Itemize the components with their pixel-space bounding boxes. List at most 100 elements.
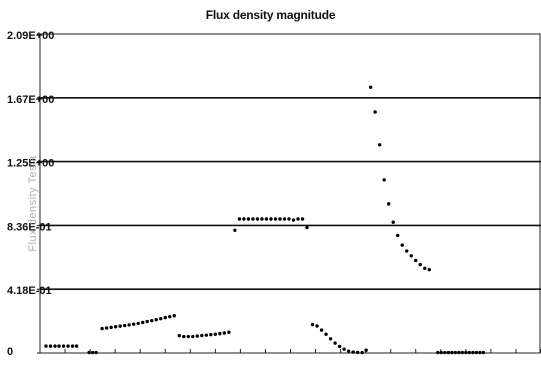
data-point (471, 350, 475, 355)
data-point (218, 331, 222, 336)
data-point (453, 350, 458, 355)
data-point (204, 333, 209, 337)
y-tick-label: 2.09E+00 (7, 30, 54, 42)
data-point (443, 350, 447, 355)
data-point (200, 333, 204, 338)
data-point (300, 217, 305, 221)
y-tick-label: 1.67E+00 (7, 94, 54, 106)
data-point (57, 344, 61, 348)
data-point (163, 315, 167, 320)
data-point (386, 202, 391, 206)
data-point (154, 318, 158, 322)
data-point (182, 334, 186, 339)
data-point (478, 350, 482, 355)
data-point (233, 228, 237, 232)
data-point (260, 217, 264, 221)
data-point (66, 344, 70, 348)
data-point (131, 322, 136, 326)
data-point (427, 267, 431, 272)
data-point (342, 347, 346, 351)
data-point (150, 318, 154, 323)
data-point (94, 350, 98, 355)
data-point (287, 217, 291, 221)
data-point (481, 350, 486, 355)
data-point (355, 350, 360, 355)
data-point (53, 344, 57, 348)
data-point (291, 218, 296, 222)
data-point (122, 323, 127, 328)
data-point (104, 326, 109, 330)
data-point (464, 350, 468, 355)
data-point (191, 334, 195, 339)
data-point (222, 331, 227, 335)
data-point (282, 217, 287, 221)
data-point (405, 249, 409, 253)
data-point (467, 350, 472, 355)
data-point (127, 323, 131, 327)
data-point (213, 332, 218, 336)
data-point (418, 262, 422, 267)
plot-frame (39, 33, 541, 354)
data-point (373, 110, 377, 114)
data-point (474, 350, 479, 355)
y-axis-label: Flux density Tesla (27, 155, 39, 252)
chart-title: Flux density magnitude (205, 8, 336, 22)
data-point (141, 320, 145, 325)
data-point (177, 333, 181, 338)
data-point (436, 350, 440, 355)
data-point (251, 217, 255, 221)
data-point (242, 217, 246, 221)
data-point (396, 233, 400, 238)
data-point (109, 325, 113, 330)
data-point (333, 341, 337, 345)
data-point (186, 334, 190, 339)
data-point (48, 344, 53, 348)
y-tick-label: 0 (7, 346, 13, 358)
data-point (377, 143, 382, 147)
data-point (159, 316, 163, 321)
data-point (87, 350, 91, 355)
data-point (74, 344, 79, 348)
data-point (70, 344, 75, 348)
data-point (255, 217, 260, 221)
data-point (100, 326, 104, 331)
data-point (414, 258, 418, 263)
data-point (382, 178, 386, 182)
data-point (364, 348, 368, 352)
data-point (90, 350, 95, 355)
data-point (269, 217, 273, 221)
data-point (172, 314, 176, 318)
data-point (391, 220, 395, 224)
data-point (319, 328, 324, 332)
data-point (439, 350, 444, 355)
data-point (423, 266, 427, 270)
data-point (118, 324, 122, 328)
data-point (305, 225, 309, 230)
data-point (450, 350, 454, 355)
data-point (315, 324, 319, 328)
data-point (227, 330, 231, 334)
y-tick-label: 1.25E+00 (7, 158, 54, 170)
y-tick-label: 8.36E-01 (7, 221, 52, 233)
data-point (324, 332, 328, 336)
data-point (400, 243, 404, 247)
data-point (310, 322, 315, 327)
data-point (346, 349, 351, 353)
data-point (337, 344, 342, 349)
data-point (409, 254, 413, 258)
data-point (237, 217, 242, 221)
data-point (61, 344, 66, 348)
data-point (264, 217, 269, 221)
data-point (246, 217, 251, 221)
data-point (328, 337, 333, 341)
data-point (136, 321, 140, 326)
y-tick-label: 4.18E-01 (7, 285, 52, 297)
data-point (209, 332, 213, 337)
data-point (351, 350, 355, 354)
data-point (145, 319, 149, 324)
data-point (278, 217, 282, 221)
data-point (44, 344, 48, 348)
data-point (195, 334, 200, 338)
data-point (457, 350, 461, 355)
